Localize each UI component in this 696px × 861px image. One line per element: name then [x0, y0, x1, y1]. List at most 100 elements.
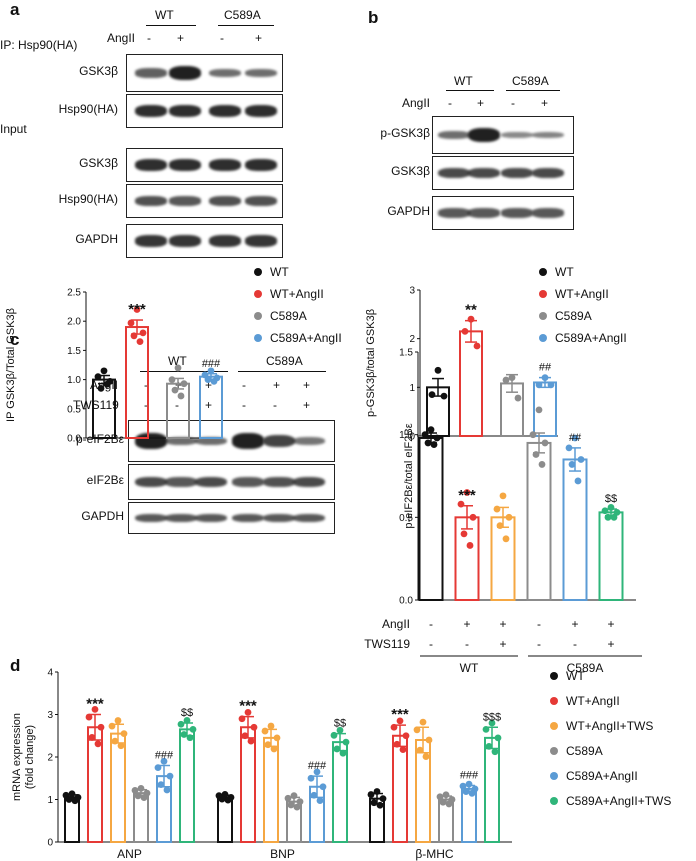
data-point — [137, 784, 145, 792]
data-point — [166, 772, 174, 780]
data-point — [163, 786, 171, 794]
x-row-sign: - — [429, 617, 433, 631]
blot-band — [169, 158, 201, 172]
blot-band — [438, 208, 470, 218]
data-point — [390, 723, 398, 731]
data-point — [244, 708, 252, 716]
data-point — [422, 753, 430, 760]
data-point — [88, 734, 96, 741]
data-point — [463, 489, 471, 496]
data-point — [421, 431, 429, 439]
blot-band — [232, 433, 264, 449]
category-label: ANP — [117, 847, 142, 861]
blot-band — [245, 104, 277, 118]
blot-band — [165, 513, 197, 523]
y-tick-label: 0.0 — [67, 434, 81, 445]
data-point — [508, 374, 516, 381]
data-point — [436, 793, 444, 801]
blot-band — [468, 167, 500, 179]
y-tick-label: 4 — [47, 668, 53, 679]
group-label-c589a-c: C589A — [266, 354, 303, 368]
data-point — [610, 513, 618, 521]
data-point — [457, 500, 465, 508]
data-point — [284, 794, 292, 802]
x-row-sign: + — [463, 617, 470, 631]
legend-marker — [539, 334, 547, 342]
legend-marker — [550, 747, 558, 755]
data-point — [238, 715, 246, 723]
data-point — [114, 717, 122, 724]
legend-label: WT — [566, 669, 585, 683]
bar — [179, 728, 195, 843]
data-point — [189, 725, 197, 733]
data-point — [505, 513, 513, 521]
data-point — [574, 477, 582, 485]
legend-marker — [550, 672, 558, 680]
legend-label: WT+AngII+TWS — [566, 719, 653, 733]
panel-c-label: c — [10, 330, 20, 349]
data-point — [491, 748, 499, 756]
legend-marker — [539, 268, 547, 276]
data-point — [133, 306, 141, 313]
significance-label: ### — [202, 358, 221, 370]
data-point — [140, 794, 148, 801]
angii-label-b: AngII — [402, 96, 431, 110]
angii-sign: + — [177, 31, 185, 45]
significance-label: ## — [539, 362, 552, 374]
legend-marker — [550, 697, 558, 705]
data-point — [336, 726, 344, 734]
data-point — [440, 392, 448, 400]
angii-sign: - — [147, 31, 151, 45]
angii-label: AngII — [107, 31, 136, 45]
data-point — [267, 722, 275, 730]
data-point — [568, 461, 576, 468]
angii-sign-b: - — [448, 96, 452, 110]
legend-marker — [254, 334, 262, 342]
data-point — [333, 745, 341, 753]
significance-label: *** — [391, 706, 409, 723]
data-point — [207, 367, 215, 375]
angii-sign-c: + — [273, 378, 281, 392]
legend-marker — [539, 312, 547, 320]
data-point — [270, 745, 278, 753]
y-tick-label: 0.5 — [67, 404, 81, 415]
y-tick-label: 0.5 — [399, 513, 413, 524]
data-point — [342, 738, 350, 746]
data-point — [577, 456, 585, 463]
data-point — [439, 798, 447, 806]
bar — [461, 787, 477, 843]
blot-band — [135, 235, 167, 247]
significance-label: $$$ — [483, 711, 501, 723]
y-tick-label: 3 — [409, 286, 415, 297]
angii-sign-c: + — [205, 378, 213, 392]
x-row-sign: - — [465, 637, 469, 651]
blot-band — [135, 513, 167, 523]
data-point — [434, 366, 442, 374]
data-point — [186, 734, 194, 742]
bar — [110, 732, 126, 843]
data-point — [261, 727, 269, 735]
y-tick-label: 0 — [409, 432, 415, 443]
legend-marker — [254, 290, 262, 298]
x-row-sign: + — [607, 617, 614, 631]
blot-box — [128, 502, 335, 534]
x-row-sign: + — [571, 617, 578, 631]
data-point — [494, 734, 502, 742]
blot-box — [126, 148, 283, 182]
blot-band — [169, 196, 201, 206]
data-point — [485, 742, 493, 750]
data-point — [467, 315, 475, 323]
blot-box — [432, 196, 574, 230]
bar — [240, 726, 256, 843]
data-point — [313, 768, 321, 776]
data-point — [319, 783, 327, 791]
data-point — [310, 791, 318, 799]
significance-label: $$ — [181, 707, 193, 719]
data-point — [541, 439, 549, 447]
x-row-sign: - — [537, 617, 541, 631]
significance-label: $$ — [334, 718, 346, 730]
data-point — [547, 381, 555, 389]
blot-band — [245, 196, 277, 206]
data-point — [224, 796, 232, 804]
blot-band — [135, 476, 167, 488]
